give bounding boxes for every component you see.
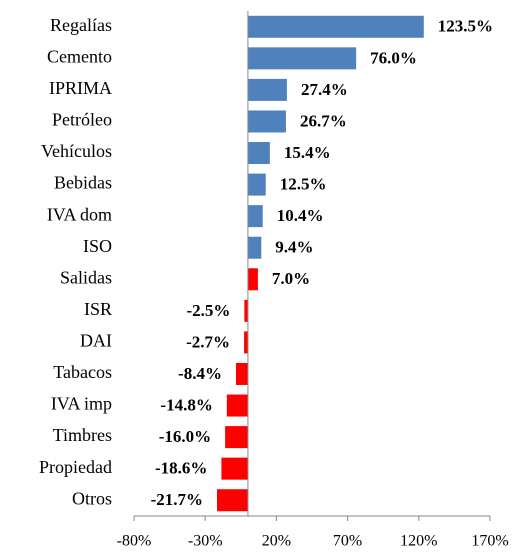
bar	[221, 457, 248, 480]
bar	[247, 142, 270, 165]
value-label: -18.6%	[155, 459, 207, 478]
bar	[226, 394, 248, 417]
value-label: -14.8%	[160, 395, 212, 414]
bar	[247, 110, 286, 133]
bar	[247, 205, 263, 228]
value-label: -8.4%	[178, 364, 222, 383]
category-label: Petróleo	[52, 110, 112, 130]
x-tick-label: 20%	[262, 533, 291, 550]
x-tick-label: -80%	[117, 533, 152, 550]
bar	[247, 78, 287, 101]
category-label: IPRIMA	[49, 78, 112, 98]
category-label: Regalías	[50, 15, 112, 35]
category-label: Tabacos	[53, 362, 112, 382]
x-tick-label: -30%	[188, 533, 223, 550]
category-label: Salidas	[60, 267, 112, 287]
value-label: -16.0%	[159, 427, 211, 446]
x-tick-label: 70%	[333, 533, 362, 550]
category-label: IVA dom	[47, 204, 112, 224]
category-label: Vehículos	[41, 141, 112, 161]
value-label: 76.0%	[370, 48, 417, 67]
value-label: 26.7%	[300, 111, 347, 130]
category-label: ISO	[83, 236, 112, 256]
x-tick-label: 120%	[400, 533, 437, 550]
category-label: Bebidas	[54, 173, 112, 193]
x-tick-label: 170%	[471, 533, 508, 550]
value-label: 123.5%	[438, 17, 493, 36]
category-label: Timbres	[53, 425, 112, 445]
bar	[244, 331, 248, 354]
value-label: 12.5%	[280, 175, 327, 194]
value-label: -21.7%	[151, 490, 203, 509]
bar	[217, 489, 248, 512]
bar	[244, 299, 248, 322]
bar	[247, 47, 357, 70]
category-label: IVA imp	[51, 394, 112, 414]
value-label: 15.4%	[284, 143, 331, 162]
value-label: 7.0%	[272, 269, 310, 288]
category-label: Otros	[72, 488, 112, 508]
bar	[247, 268, 258, 291]
bar	[247, 15, 424, 38]
value-label: -2.5%	[186, 301, 230, 320]
bar	[225, 426, 248, 449]
value-label: -2.7%	[186, 332, 230, 351]
category-label: ISR	[84, 299, 112, 319]
category-label: DAI	[80, 331, 112, 351]
value-label: 27.4%	[301, 80, 348, 99]
category-label: Propiedad	[39, 457, 112, 477]
value-label: 9.4%	[275, 238, 313, 257]
bar	[247, 236, 262, 259]
value-label: 10.4%	[277, 206, 324, 225]
category-label: Cemento	[47, 46, 112, 66]
bar	[247, 173, 266, 196]
bar	[235, 362, 248, 385]
